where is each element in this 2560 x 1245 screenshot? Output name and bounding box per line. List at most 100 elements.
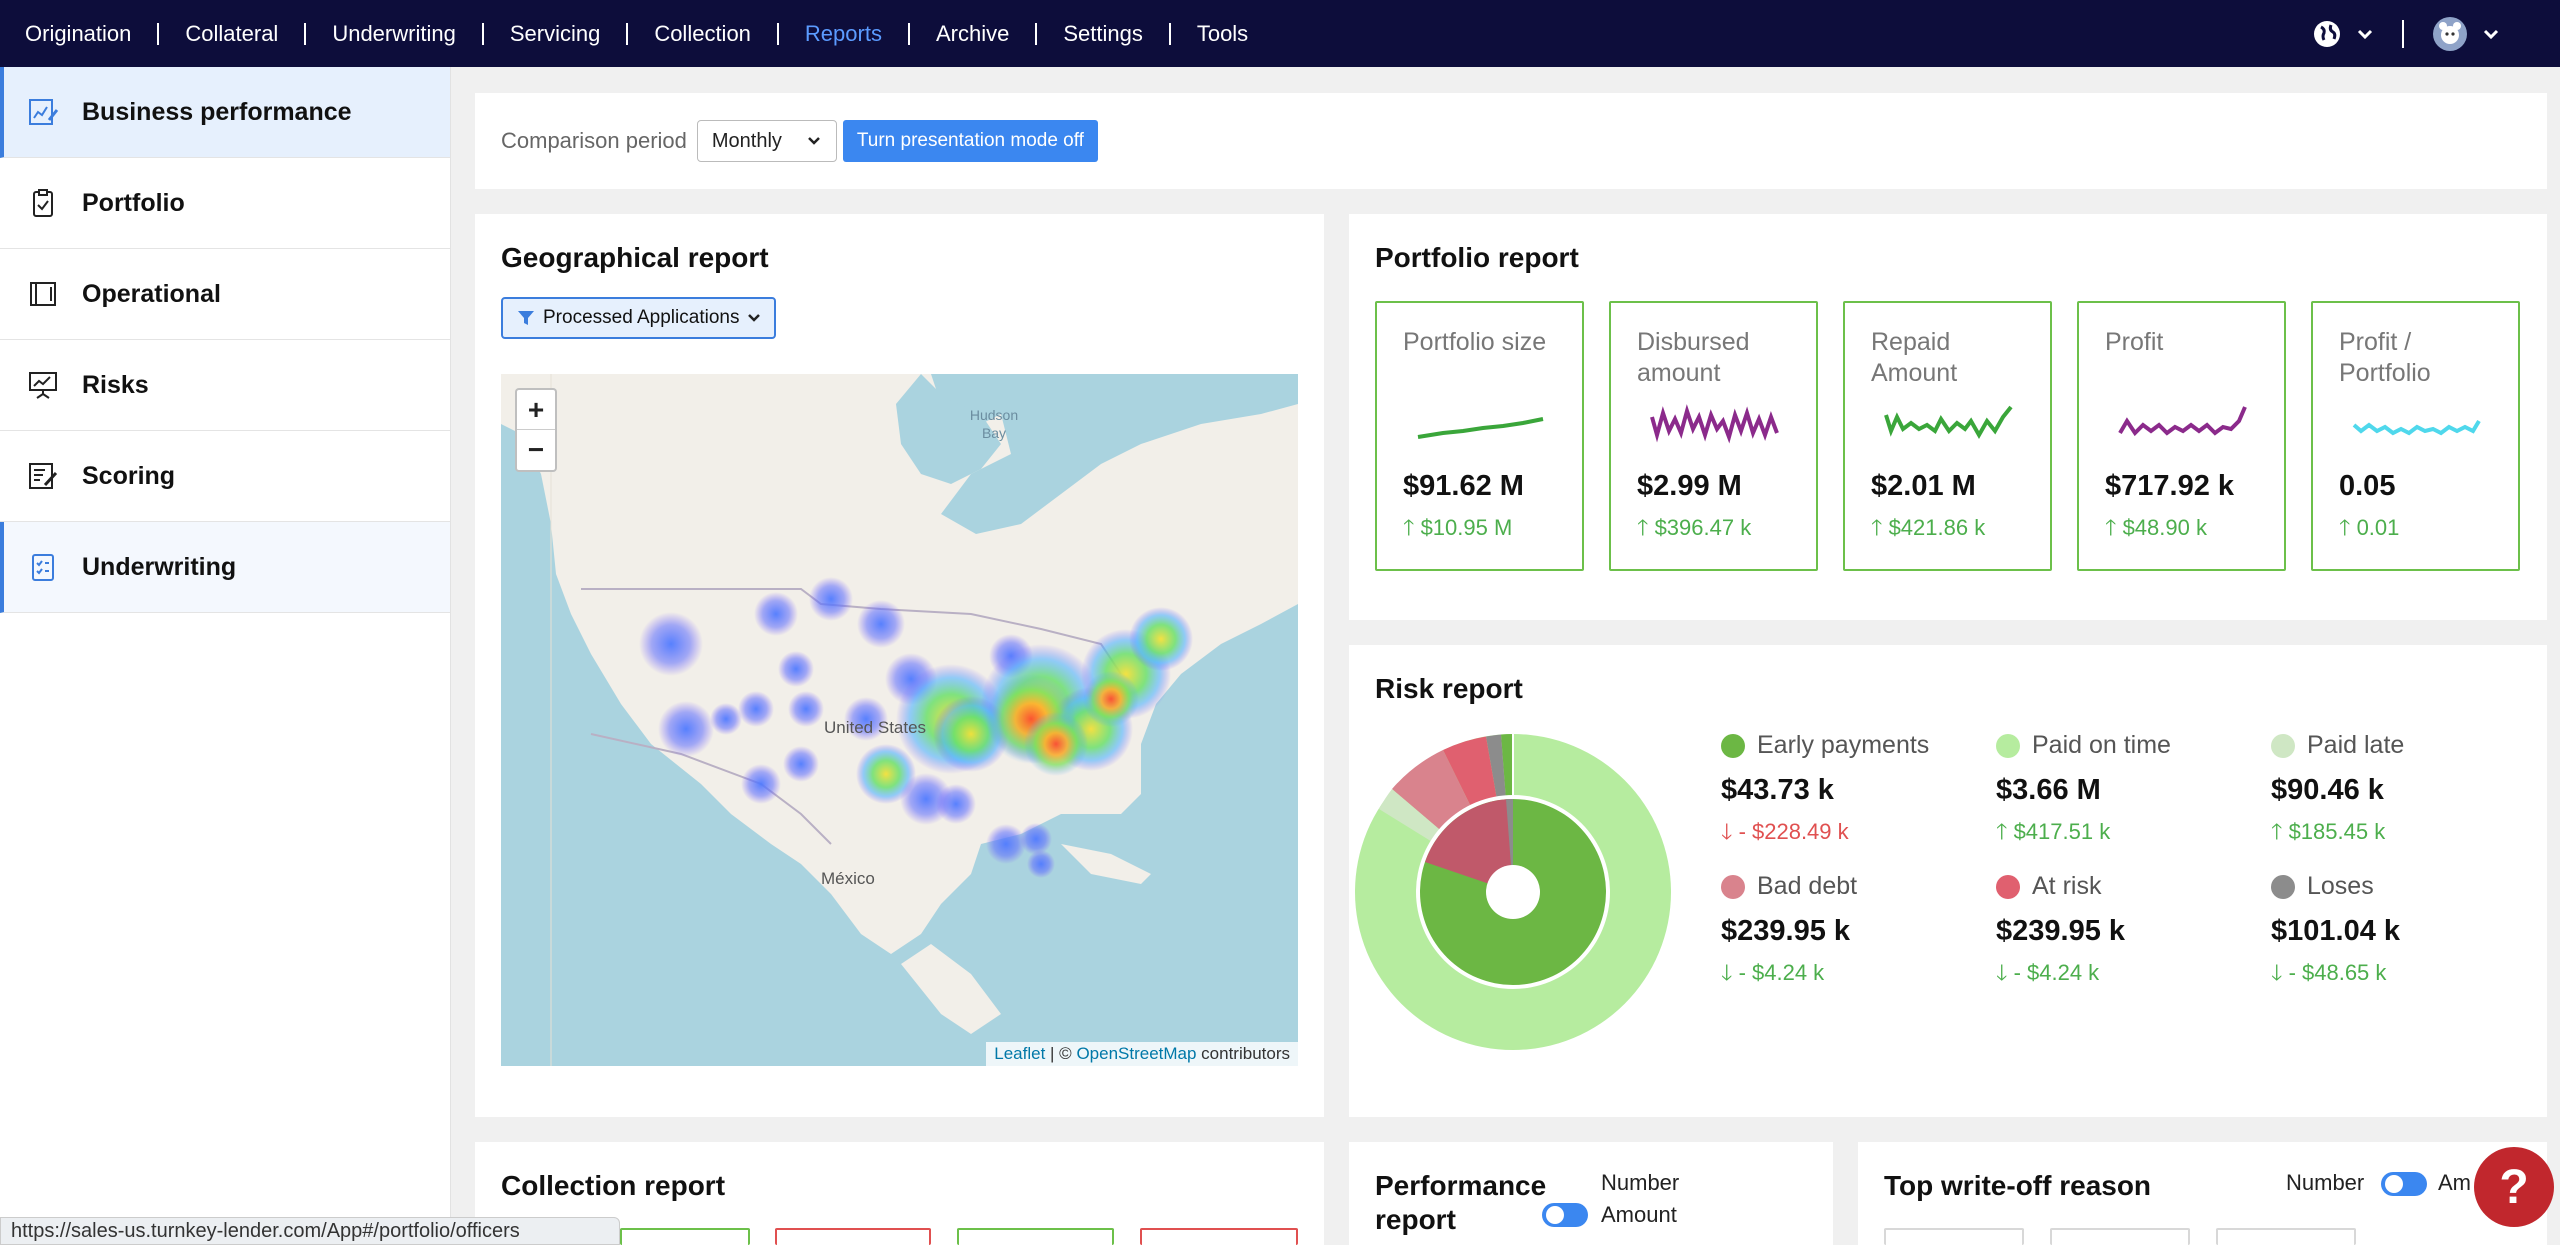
sidebar-item-operational[interactable]: Operational	[0, 249, 450, 340]
arrow-up-icon: 🡑	[1996, 819, 2014, 844]
checklist-icon	[26, 550, 60, 584]
presentation-mode-button[interactable]: Turn presentation mode off	[842, 120, 1098, 162]
sidebar-item-risks[interactable]: Risks	[0, 340, 450, 431]
clipboard-icon	[26, 186, 60, 220]
map-base	[501, 374, 1298, 1066]
legend-delta: 🡑 $185.45 k	[2271, 819, 2386, 844]
sidebar-item-portfolio[interactable]: Portfolio	[0, 158, 450, 249]
legend-delta: 🡓 - $4.24 k	[1996, 960, 2100, 985]
sparkline	[1884, 405, 2013, 440]
legend-value: $239.95 k	[1996, 915, 2126, 947]
filter-icon	[518, 311, 534, 325]
kpi-card-repaid-amount[interactable]: Repaid Amount $2.01 M 🡑 $421.86 k	[1843, 301, 2052, 571]
kpi-card-disbursed-amount[interactable]: Disbursed amount $2.99 M 🡑 $396.47 k	[1609, 301, 1818, 571]
legend-bad-debt: Bad debt $239.95 k 🡓 - $4.24 k	[1721, 872, 1981, 994]
sidebar-item-label: Scoring	[82, 461, 176, 490]
writeoff-option-amount[interactable]: Am	[2438, 1170, 2471, 1195]
writeoff-toggle[interactable]	[2381, 1172, 2427, 1196]
legend-value: $101.04 k	[2271, 915, 2401, 947]
chevron-down-icon[interactable]	[2356, 25, 2374, 43]
top-navigation: Origination Collateral Underwriting Serv…	[0, 0, 2560, 67]
chart-edit-icon	[26, 95, 60, 129]
sidebar-item-business-performance[interactable]: Business performance	[0, 67, 450, 158]
arrow-up-icon: 🡑	[2339, 515, 2357, 540]
chevron-down-icon[interactable]	[2482, 25, 2500, 43]
collection-kpi-box[interactable]	[620, 1228, 750, 1245]
risk-donut-chart[interactable]	[1350, 729, 1676, 1055]
collection-report-title: Collection report	[501, 1170, 726, 1201]
comparison-period-value: Monthly	[711, 129, 782, 152]
legend-early-payments: Early payments $43.73 k 🡓 - $228.49 k	[1721, 731, 1981, 853]
nav-item-tools[interactable]: Tools	[1196, 20, 1249, 46]
performance-option-number[interactable]: Number	[1601, 1170, 1680, 1195]
heatmap-map[interactable]: Hudson Bay United States México + − Leaf…	[501, 374, 1298, 1066]
nav-item-settings[interactable]: Settings	[1037, 21, 1171, 46]
nav-item-underwriting[interactable]: Underwriting	[306, 21, 484, 46]
kpi-title: Disbursed amount	[1637, 328, 1750, 387]
legend-dot	[1996, 874, 2020, 899]
legend-delta: 🡓 - $4.24 k	[1721, 960, 1825, 985]
avatar[interactable]	[2432, 16, 2468, 52]
nav-item-reports[interactable]: Reports	[779, 21, 910, 46]
legend-dot	[2271, 733, 2295, 758]
geographical-report-title: Geographical report	[501, 242, 769, 273]
sidebar-item-scoring[interactable]: Scoring	[0, 431, 450, 522]
nav-item-archive[interactable]: Archive	[910, 21, 1038, 46]
legend-value: $239.95 k	[1721, 915, 1851, 947]
zoom-in-button[interactable]: +	[517, 390, 555, 430]
kpi-value: $717.92 k	[2105, 470, 2235, 502]
leaflet-link[interactable]: Leaflet	[994, 1044, 1046, 1063]
nav-item-collateral[interactable]: Collateral	[159, 21, 307, 46]
writeoff-option-number[interactable]: Number	[2286, 1170, 2365, 1195]
arrow-up-icon: 🡑	[1871, 515, 1889, 540]
sidebar-item-underwriting[interactable]: Underwriting	[0, 522, 450, 613]
chevron-down-icon	[807, 137, 820, 145]
sparkline	[2118, 406, 2247, 437]
top-write-off-card: Top write-off reason Number Am	[1858, 1142, 2547, 1245]
edit-list-icon	[26, 459, 60, 493]
kpi-delta: 🡑 $421.86 k	[1871, 515, 1986, 540]
kpi-card-profit-portfolio[interactable]: Profit / Portfolio 0.05 🡑 0.01	[2311, 301, 2520, 571]
nav-item-collection[interactable]: Collection	[628, 21, 779, 46]
kpi-card-portfolio-size[interactable]: Portfolio size $91.62 M 🡑 $10.95 M	[1375, 301, 1584, 571]
legend-loses: Loses $101.04 k 🡓 - $48.65 k	[2271, 872, 2531, 994]
kpi-delta: 🡑 $396.47 k	[1637, 515, 1752, 540]
collection-kpi-box[interactable]	[1140, 1228, 1298, 1245]
sparkline	[1417, 417, 1544, 439]
portfolio-report-card: Portfolio report Portfolio size $91.62 M…	[1349, 214, 2547, 620]
map-zoom-control: + −	[515, 388, 557, 472]
comparison-period-bar: Comparison period Monthly Turn presentat…	[475, 93, 2547, 189]
nav-item-servicing[interactable]: Servicing	[484, 21, 629, 46]
nav-item-origination[interactable]: Origination	[25, 21, 160, 46]
performance-report-title: Performance report	[1375, 1170, 1547, 1235]
kpi-card-profit[interactable]: Profit $717.92 k 🡑 $48.90 k	[2077, 301, 2286, 571]
status-bar-url: https://sales-us.turnkey-lender.com/App#…	[0, 1217, 620, 1245]
comparison-period-label: Comparison period	[501, 128, 687, 153]
performance-toggle[interactable]	[1542, 1203, 1588, 1227]
kpi-value: $2.01 M	[1871, 470, 1976, 502]
globe-icon[interactable]	[2312, 19, 2342, 49]
help-button[interactable]: ?	[2474, 1147, 2554, 1227]
legend-dot	[1721, 733, 1745, 758]
writeoff-box	[2050, 1228, 2190, 1245]
map-label-hudson-bay: Hudson Bay	[969, 407, 1019, 441]
collection-kpi-box[interactable]	[775, 1228, 931, 1245]
legend-name: At risk	[2032, 872, 2102, 900]
openstreetmap-link[interactable]: OpenStreetMap	[1076, 1044, 1197, 1063]
sidebar: Business performance Portfolio Operation…	[0, 67, 451, 1245]
map-attribution: Leaflet | © OpenStreetMap contributors	[986, 1042, 1298, 1066]
comparison-period-select[interactable]: Monthly	[696, 120, 837, 162]
kpi-title: Repaid Amount	[1871, 328, 1958, 387]
performance-report-card: Performance report Number Amount	[1349, 1142, 1833, 1245]
processed-applications-filter[interactable]: Processed Applications	[501, 297, 776, 339]
kpi-title: Profit	[2105, 328, 2164, 356]
nav-divider	[2402, 19, 2404, 48]
collection-kpi-box[interactable]	[957, 1228, 1114, 1245]
sidebar-item-label: Portfolio	[82, 188, 185, 217]
legend-paid-late: Paid late $90.46 k 🡑 $185.45 k	[2271, 731, 2531, 853]
kpi-value: $2.99 M	[1637, 470, 1742, 502]
performance-option-amount[interactable]: Amount	[1601, 1202, 1677, 1227]
zoom-out-button[interactable]: −	[527, 434, 545, 465]
portfolio-report-title: Portfolio report	[1375, 242, 1579, 273]
legend-paid-on-time: Paid on time $3.66 M 🡑 $417.51 k	[1996, 731, 2256, 853]
